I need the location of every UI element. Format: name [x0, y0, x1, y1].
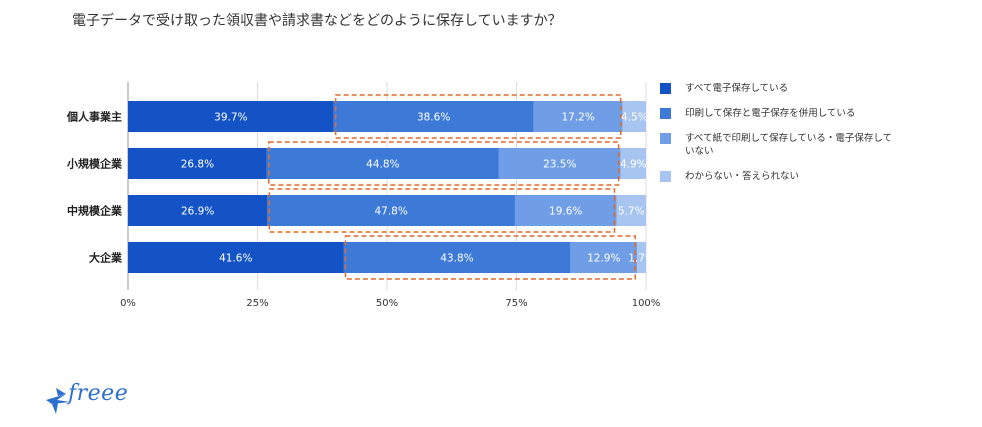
legend-item: わからない・答えられない	[660, 170, 920, 183]
data-label: 47.8%	[374, 206, 407, 218]
x-tick-label: 0%	[120, 298, 136, 309]
bar-segment	[616, 195, 646, 226]
bars: 39.7% 38.6% 17.2% 4.5% 26.8% 44.8% 23.5% 4.9% 26…	[128, 101, 655, 273]
bar-segment	[128, 148, 267, 179]
bar-segment	[514, 195, 617, 226]
x-tick-label: 50%	[376, 298, 398, 309]
data-label: 23.5%	[543, 159, 576, 171]
x-tick-label: 100%	[632, 298, 661, 309]
bar-segment	[128, 195, 268, 226]
legend-item: すべて紙で印刷して保存している・電子保存していない	[660, 132, 920, 158]
bar-segment	[533, 101, 623, 132]
data-label: 4.5%	[621, 112, 648, 124]
legend-label: すべて電子保存している	[685, 83, 789, 94]
data-label: 19.6%	[549, 206, 582, 218]
data-label: 26.8%	[181, 159, 214, 171]
category-label: 中規模企業	[67, 204, 123, 218]
category-label: 小規模企業	[66, 157, 123, 171]
bar-segment	[267, 195, 515, 226]
highlight-box	[268, 188, 616, 233]
highlight-box	[344, 235, 636, 280]
bar-segment	[128, 242, 344, 273]
legend-swatch	[660, 133, 671, 144]
data-label: 44.8%	[366, 159, 399, 171]
chart-title: 電子データで受け取った領収書や請求書などをどのように保存していますか？	[72, 13, 562, 29]
bird-icon	[46, 388, 70, 414]
legend-item: すべて電子保存している	[660, 82, 920, 95]
bar-segment	[343, 242, 571, 273]
legend-swatch	[660, 171, 671, 182]
data-label: 38.6%	[417, 112, 450, 124]
bar-segment	[570, 242, 638, 273]
x-tick-labels: 0% 25% 50% 75% 100%	[120, 298, 660, 309]
highlight-box	[334, 94, 622, 139]
data-label: 12.9%	[587, 253, 620, 265]
legend-swatch	[660, 108, 671, 119]
data-label: 26.9%	[181, 206, 214, 218]
legend: すべて電子保存している印刷して保存と電子保存を併用しているすべて紙で印刷して保存…	[660, 82, 920, 195]
legend-label: すべて紙で印刷して保存している・電子保存していない	[685, 133, 893, 157]
data-label: 5.7%	[618, 206, 645, 218]
data-label: 1.7%	[628, 253, 655, 265]
bar-segment	[333, 101, 534, 132]
x-tick-label: 75%	[505, 298, 527, 309]
category-label: 個人事業主	[66, 110, 122, 124]
category-label: 大企業	[89, 251, 123, 265]
data-label: 4.9%	[620, 159, 647, 171]
bar-segment	[622, 101, 646, 132]
legend-label: 印刷して保存と電子保存を併用している	[685, 108, 856, 119]
bar-segment	[498, 148, 621, 179]
x-tick-label: 25%	[246, 298, 268, 309]
legend-swatch	[660, 83, 671, 94]
data-label: 39.7%	[214, 112, 247, 124]
bar-segment	[266, 148, 499, 179]
legend-label: わからない・答えられない	[685, 171, 800, 182]
bar-segment	[128, 101, 334, 132]
logo-text: freee	[68, 381, 129, 406]
data-label: 41.6%	[219, 253, 252, 265]
freee-logo: freee	[44, 378, 144, 420]
legend-item: 印刷して保存と電子保存を併用している	[660, 107, 920, 120]
bar-segment	[637, 242, 646, 273]
highlight-boxes	[268, 94, 636, 280]
data-label: 43.8%	[440, 253, 473, 265]
data-label: 17.2%	[561, 112, 594, 124]
highlight-box	[268, 141, 620, 186]
bar-segment	[620, 148, 646, 179]
